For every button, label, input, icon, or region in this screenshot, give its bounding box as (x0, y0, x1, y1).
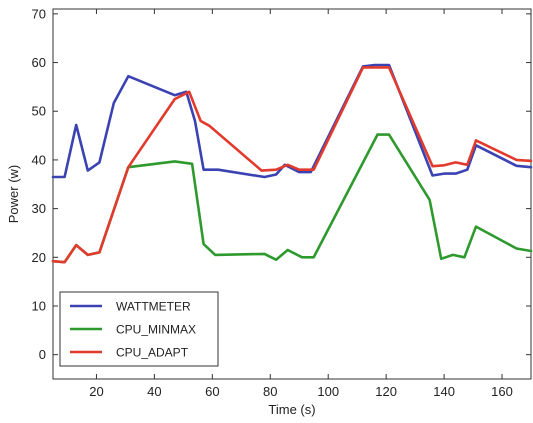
y-tick-label: 0 (39, 347, 46, 362)
legend-label: CPU_ADAPT (116, 346, 189, 360)
y-tick-label: 20 (32, 250, 46, 265)
legend: WATTMETER CPU_MINMAX CPU_ADAPT (59, 291, 219, 367)
x-tick-label: 120 (375, 384, 397, 399)
series-line-cpu-adapt (51, 66, 533, 264)
y-tick-label: 30 (32, 201, 46, 216)
x-axis-ticks: 20 40 60 80 100 120 140 160 (89, 9, 513, 399)
x-tick-label: 40 (147, 384, 161, 399)
x-tick-label: 140 (433, 384, 455, 399)
x-tick-label: 80 (263, 384, 277, 399)
legend-label: CPU_MINMAX (116, 323, 196, 337)
y-tick-label: 50 (32, 104, 46, 119)
x-tick-label: 160 (491, 384, 513, 399)
y-axis-title: Power (w) (6, 165, 21, 224)
series-line-wattmeter (51, 63, 533, 179)
y-tick-label: 10 (32, 298, 46, 313)
x-tick-label: 60 (205, 384, 219, 399)
y-tick-label: 60 (32, 55, 46, 70)
x-axis-title: Time (s) (268, 402, 315, 417)
x-tick-label: 20 (89, 384, 103, 399)
legend-label: WATTMETER (116, 300, 191, 314)
y-tick-label: 70 (32, 6, 46, 21)
series-lines (51, 63, 533, 264)
y-axis-ticks: 0 10 20 30 40 50 60 70 (32, 6, 531, 362)
x-tick-label: 100 (317, 384, 339, 399)
y-tick-label: 40 (32, 152, 46, 167)
